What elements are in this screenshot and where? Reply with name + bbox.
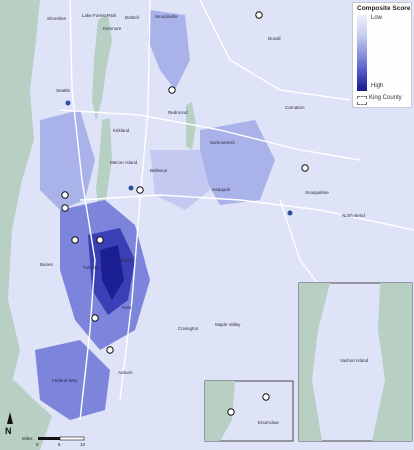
- hospital-marker-icon[interactable]: [96, 236, 104, 244]
- hospital-marker-icon[interactable]: [168, 86, 176, 94]
- hospital-marker-icon[interactable]: [262, 393, 270, 401]
- place-label: Mercer Island: [110, 160, 138, 165]
- place-label: Burien: [40, 262, 54, 267]
- zone-federal-way: [35, 340, 110, 420]
- legend: Composite Score Low High King County: [352, 2, 412, 108]
- inset-south-water: [205, 381, 235, 441]
- south-sound-water: [0, 380, 52, 450]
- place-label: Redmond: [168, 110, 188, 115]
- scale-tick-label: 5: [58, 442, 61, 447]
- hospital-marker-icon[interactable]: [61, 191, 69, 199]
- north-arrow-icon: [7, 412, 13, 424]
- place-label: Federal Way: [52, 378, 78, 383]
- place-label: Carnation: [285, 105, 305, 110]
- place-label: Duvall: [268, 36, 281, 41]
- road-network: [59, 0, 414, 421]
- legend-region-label: King County: [369, 95, 402, 101]
- interstate-shield-icon: [128, 185, 134, 191]
- legend-title: Composite Score: [357, 5, 411, 12]
- hospital-marker-icon[interactable]: [227, 408, 235, 416]
- interstate-shield-icon: [65, 100, 71, 106]
- puget-sound-water: [0, 0, 40, 392]
- lake-washington-north: [92, 14, 112, 120]
- place-label: Snoqualmie: [305, 190, 329, 195]
- legend-low-label: Low: [371, 15, 383, 21]
- lake-washington-south: [96, 118, 112, 215]
- scale-unit-label: Miles: [22, 436, 33, 441]
- zone-bothell: [148, 10, 190, 90]
- place-label: Woodinville: [155, 14, 178, 19]
- scale-bar: [38, 436, 85, 441]
- hospital-marker-icon[interactable]: [106, 346, 114, 354]
- hospital-marker-icon[interactable]: [255, 11, 263, 19]
- place-label: Kirkland: [113, 128, 130, 133]
- zone-sammamish: [200, 120, 275, 205]
- place-label: Seattle: [56, 88, 71, 93]
- hospital-marker-icon[interactable]: [71, 236, 79, 244]
- hospital-marker-icon[interactable]: [61, 204, 69, 212]
- place-label: Vashon Island: [340, 358, 369, 363]
- legend-high-label: High: [371, 83, 384, 89]
- zone-highest: [100, 245, 124, 300]
- place-label: Auburn: [118, 370, 133, 375]
- place-label: Issaquah: [212, 187, 231, 192]
- zone-seattle-south: [40, 110, 95, 210]
- place-label: Lake Forest Park: [82, 13, 117, 18]
- place-label: Tukwila: [83, 265, 99, 270]
- hospital-marker-icon[interactable]: [301, 164, 309, 172]
- place-label: Bellevue: [150, 168, 168, 173]
- hospital-markers: [61, 11, 309, 416]
- hospital-marker-icon[interactable]: [136, 186, 144, 194]
- place-label: Bothell: [125, 15, 139, 20]
- place-label: Kent: [122, 305, 132, 310]
- legend-color-ramp: [357, 15, 367, 91]
- scale-tick-label: 0: [36, 442, 39, 447]
- place-label: Maple Valley: [215, 322, 241, 327]
- north-label: N: [5, 426, 12, 436]
- interstate-shield-icon: [287, 210, 293, 216]
- place-label: Renton: [118, 258, 133, 263]
- scale-tick-label: 10: [80, 442, 86, 447]
- place-label: Sammamish: [210, 140, 236, 145]
- place-label: North Bend: [342, 213, 365, 218]
- inset-vashon-water-west: [299, 283, 330, 441]
- inset-vashon-water-east: [372, 283, 412, 441]
- lake-sammamish: [186, 102, 196, 150]
- place-label: Shoreline: [47, 16, 67, 21]
- place-label: Kenmore: [103, 26, 122, 31]
- place-label: Covington: [178, 326, 199, 331]
- hospital-marker-icon[interactable]: [91, 314, 99, 322]
- legend-region-swatch: [357, 96, 367, 105]
- place-label: Enumclaw: [258, 420, 279, 425]
